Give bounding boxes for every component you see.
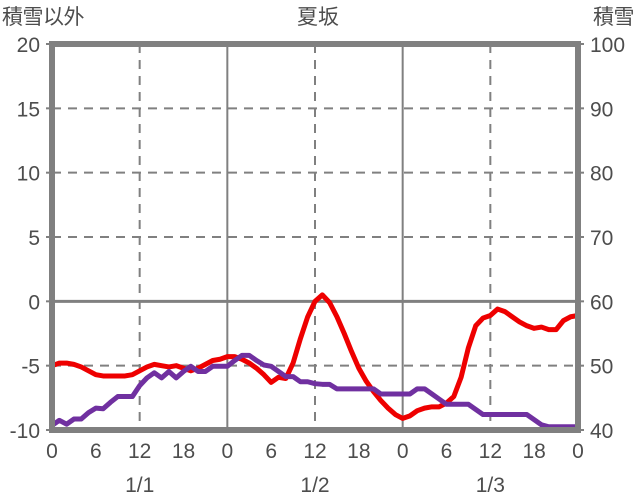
series-line-snow [49, 352, 581, 430]
y-tick-left: 20 [17, 34, 40, 57]
y-tick-right: 50 [590, 356, 613, 379]
x-tick: 0 [221, 440, 233, 463]
x-tick: 6 [265, 440, 277, 463]
x-day-label: 1/2 [300, 474, 329, 497]
x-tick: 18 [172, 440, 195, 463]
x-tick: 0 [46, 440, 58, 463]
x-tick: 12 [303, 440, 326, 463]
y-tick-left: 0 [28, 291, 40, 314]
y-tick-right: 60 [590, 291, 613, 314]
y-tick-left: 10 [17, 163, 40, 186]
left-axis-title: 積雪以外 [2, 6, 85, 29]
x-tick: 12 [479, 440, 502, 463]
series-layer [49, 292, 581, 430]
grid-layer [52, 44, 578, 430]
x-tick: 18 [522, 440, 545, 463]
series-line-other [49, 292, 581, 421]
x-tick: 0 [397, 440, 409, 463]
y-tick-left: -5 [21, 356, 40, 379]
y-tick-right: 100 [590, 34, 625, 57]
x-tick: 0 [572, 440, 584, 463]
x-day-label: 1/3 [476, 474, 505, 497]
right-axis-title: 積雪 [593, 6, 635, 29]
y-tick-right: 70 [590, 227, 613, 250]
x-day-label: 1/1 [125, 474, 154, 497]
y-tick-right: 40 [590, 420, 613, 443]
x-tick: 6 [441, 440, 453, 463]
y-tick-left: 5 [28, 227, 40, 250]
page-title: 夏坂 [297, 6, 339, 29]
x-tick: 12 [128, 440, 151, 463]
y-tick-right: 80 [590, 163, 613, 186]
x-tick: 18 [347, 440, 370, 463]
x-tick: 6 [90, 440, 102, 463]
y-tick-right: 90 [590, 98, 613, 121]
y-tick-left: 15 [17, 98, 40, 121]
y-tick-left: -10 [10, 420, 40, 443]
